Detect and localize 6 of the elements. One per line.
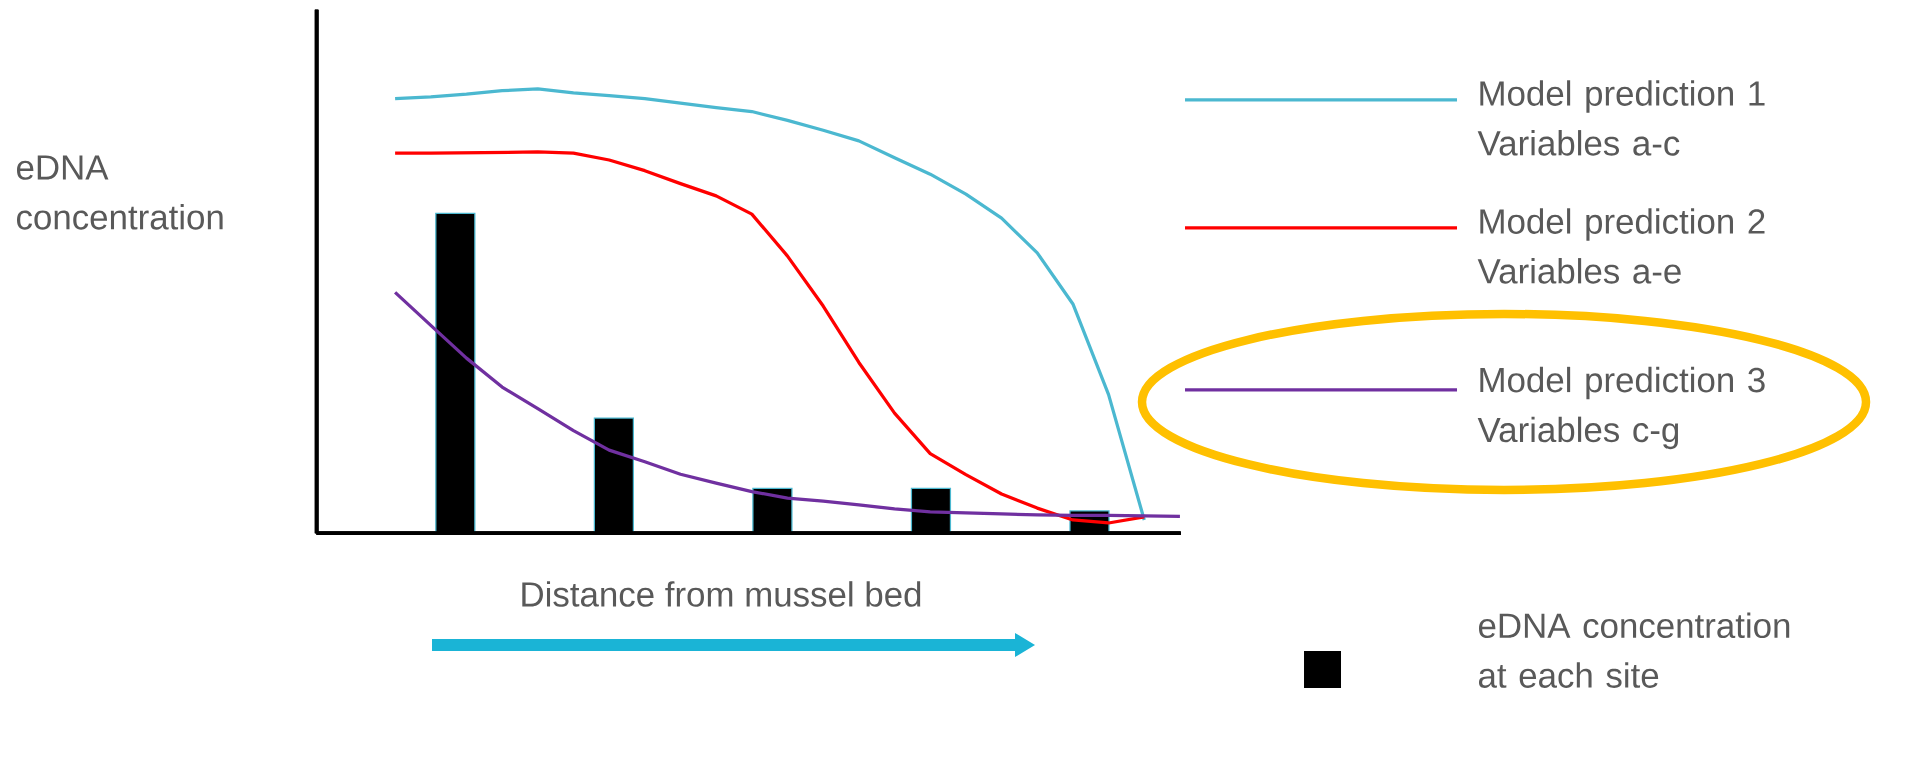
text: eDNA concentration at each site: [1478, 612, 1790, 688]
x-axis-title: Distance from mussel bed: [522, 581, 921, 607]
y-axis-title: eDNA concentration: [17, 155, 223, 230]
text: Model prediction 3 Variables c-g: [1477, 366, 1765, 450]
text: Model prediction 1 Variables a-c: [1477, 80, 1765, 156]
text: Model prediction 2 Variables a-e: [1477, 208, 1765, 284]
